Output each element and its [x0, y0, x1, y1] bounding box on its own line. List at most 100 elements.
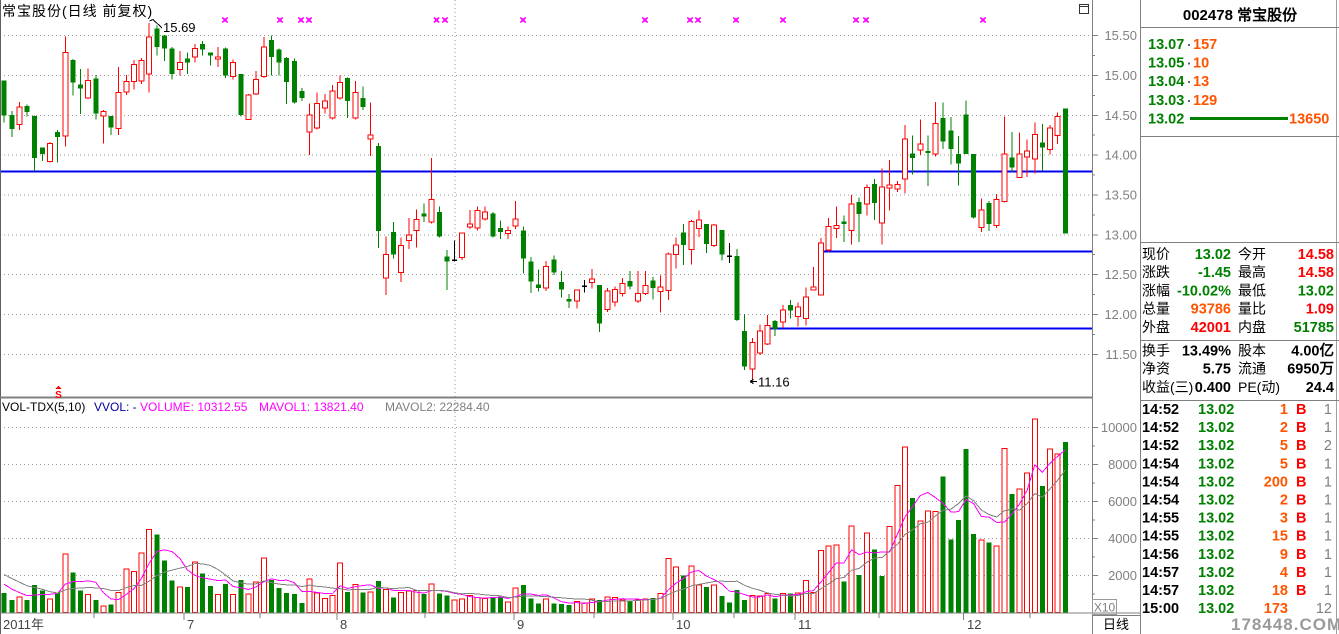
svg-text:B: B	[1296, 474, 1306, 490]
svg-text:14:52: 14:52	[1142, 402, 1179, 418]
svg-text:B: B	[1296, 529, 1306, 545]
svg-text:S: S	[55, 390, 62, 401]
svg-text:14.50: 14.50	[1104, 108, 1137, 123]
svg-text:14:57: 14:57	[1142, 565, 1179, 581]
svg-text:4000: 4000	[1108, 531, 1137, 546]
svg-text:13.02: 13.02	[1198, 583, 1234, 599]
svg-text:5: 5	[1280, 438, 1288, 454]
svg-text:15.50: 15.50	[1104, 28, 1137, 43]
svg-text:11.50: 11.50	[1105, 347, 1137, 362]
svg-text:51785: 51785	[1294, 320, 1334, 336]
svg-text:13.07: 13.07	[1148, 37, 1184, 53]
svg-text:1: 1	[1324, 547, 1332, 563]
svg-text:1: 1	[1324, 511, 1332, 527]
svg-text:24.4: 24.4	[1306, 380, 1334, 396]
svg-text:1: 1	[1280, 402, 1288, 418]
svg-text:股本: 股本	[1238, 343, 1266, 359]
svg-text:1: 1	[1324, 493, 1332, 509]
svg-text:13.02: 13.02	[1198, 601, 1234, 617]
svg-text:5.75: 5.75	[1203, 362, 1231, 378]
svg-text:13.02: 13.02	[1198, 474, 1234, 490]
svg-text:13.02: 13.02	[1198, 493, 1234, 509]
svg-text:1: 1	[1324, 583, 1332, 599]
svg-text:9: 9	[1280, 547, 1288, 563]
svg-text:12: 12	[1316, 601, 1332, 617]
svg-text:涨跌: 涨跌	[1142, 264, 1170, 280]
svg-text:9: 9	[517, 617, 524, 632]
svg-text:B: B	[1296, 438, 1306, 454]
svg-text:14:56: 14:56	[1142, 547, 1179, 563]
svg-text:14:57: 14:57	[1142, 583, 1179, 599]
svg-text:VOL-TDX(5,10)VVOL: -VOLUME: 10: VOL-TDX(5,10) VVOL: - VOLUME: 10312.55 MAVO…	[2, 400, 490, 414]
svg-text:5: 5	[1280, 456, 1288, 472]
svg-text:14:54: 14:54	[1142, 456, 1179, 472]
svg-text:200: 200	[1264, 474, 1288, 490]
svg-text:10: 10	[1193, 56, 1209, 72]
svg-text:X10: X10	[1094, 601, 1116, 615]
svg-text:13: 13	[1193, 74, 1209, 90]
svg-text:13.04: 13.04	[1148, 74, 1184, 90]
svg-text:13.05: 13.05	[1148, 56, 1184, 72]
svg-text:2: 2	[1324, 438, 1332, 454]
svg-text:13.00: 13.00	[1104, 227, 1137, 242]
svg-text:8000: 8000	[1108, 457, 1137, 472]
svg-text:1: 1	[1324, 474, 1332, 490]
svg-text:最高: 最高	[1238, 264, 1266, 280]
svg-text:93786: 93786	[1191, 302, 1231, 318]
svg-text:净资: 净资	[1142, 361, 1170, 377]
svg-text:B: B	[1296, 547, 1306, 563]
svg-text:11.16: 11.16	[758, 375, 790, 390]
svg-text:13.02: 13.02	[1198, 511, 1234, 527]
svg-text:8: 8	[340, 617, 347, 632]
svg-text:13.02: 13.02	[1148, 111, 1184, 127]
svg-text:2: 2	[1280, 493, 1288, 509]
svg-text:2: 2	[1280, 420, 1288, 436]
svg-text:12: 12	[967, 617, 981, 632]
svg-text:13.02: 13.02	[1198, 565, 1234, 581]
svg-text:现价: 现价	[1142, 246, 1170, 262]
svg-text:B: B	[1296, 420, 1306, 436]
svg-text:13.02: 13.02	[1198, 456, 1234, 472]
svg-text:10000: 10000	[1101, 420, 1137, 435]
svg-text:日线: 日线	[1103, 617, 1129, 632]
svg-text:B: B	[1296, 402, 1306, 418]
svg-text:12.50: 12.50	[1104, 267, 1137, 282]
svg-text:B: B	[1296, 493, 1306, 509]
svg-text:13.02: 13.02	[1195, 247, 1231, 263]
svg-text:18: 18	[1272, 583, 1288, 599]
svg-text:13.02: 13.02	[1298, 283, 1334, 299]
svg-text:B: B	[1296, 456, 1306, 472]
svg-text:外盘: 外盘	[1142, 319, 1170, 335]
svg-text:14.58: 14.58	[1298, 247, 1334, 263]
svg-text:1: 1	[1324, 529, 1332, 545]
svg-text:14:54: 14:54	[1142, 493, 1179, 509]
svg-text:13.02: 13.02	[1198, 438, 1234, 454]
svg-text:-10.02%: -10.02%	[1177, 283, 1231, 299]
svg-text:178448.COM: 178448.COM	[1231, 615, 1339, 634]
svg-text:14:54: 14:54	[1142, 474, 1179, 490]
svg-text:14.58: 14.58	[1298, 265, 1334, 281]
svg-text:42001: 42001	[1191, 320, 1231, 336]
svg-text:今开: 今开	[1238, 246, 1266, 262]
svg-text:1: 1	[1324, 402, 1332, 418]
svg-text:1.09: 1.09	[1306, 302, 1334, 318]
svg-text:002478 常宝股份: 002478 常宝股份	[1183, 6, 1298, 24]
svg-text:B: B	[1296, 511, 1306, 527]
svg-text:-1.45: -1.45	[1198, 265, 1231, 281]
svg-text:13.02: 13.02	[1198, 547, 1234, 563]
svg-text:13.02: 13.02	[1198, 402, 1234, 418]
svg-text:2011年: 2011年	[3, 617, 44, 632]
svg-text:流通: 流通	[1238, 361, 1266, 377]
svg-text:7: 7	[187, 617, 194, 632]
svg-text:1: 1	[1324, 420, 1332, 436]
svg-text:1: 1	[1324, 565, 1332, 581]
svg-text:2000: 2000	[1108, 568, 1137, 583]
svg-text:B: B	[1296, 583, 1306, 599]
svg-text:6000: 6000	[1108, 494, 1137, 509]
svg-text:4: 4	[1280, 565, 1288, 581]
svg-text:收益(三): 收益(三)	[1142, 379, 1193, 395]
svg-text:13.02: 13.02	[1198, 420, 1234, 436]
svg-text:量比: 量比	[1238, 301, 1266, 317]
svg-text:0.400: 0.400	[1195, 380, 1231, 396]
svg-text:3: 3	[1280, 511, 1288, 527]
